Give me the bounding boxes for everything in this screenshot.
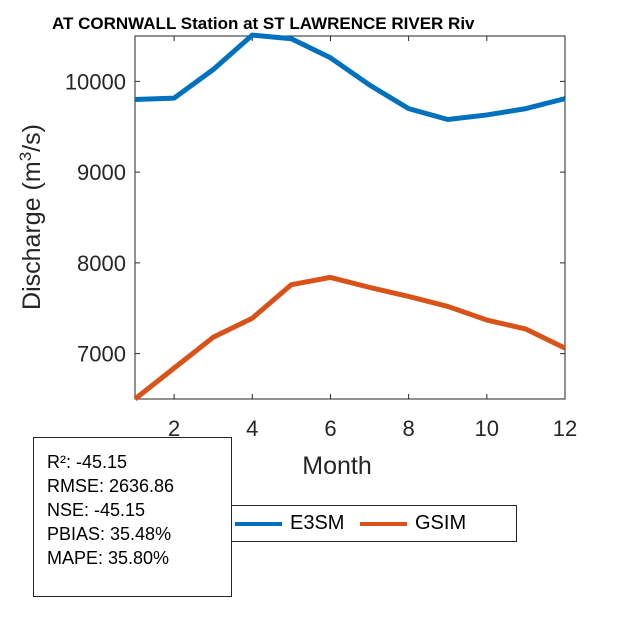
legend: E3SM GSIM (232, 505, 517, 542)
stat-pbias: PBIAS: 35.48% (47, 524, 172, 544)
x-tick-label: 4 (246, 416, 258, 441)
stat-r2: R²: -45.15 (47, 452, 128, 472)
y-tick-label: 10000 (65, 69, 126, 94)
stat-mape: MAPE: 35.80% (47, 548, 170, 568)
x-tick-label: 10 (475, 416, 499, 441)
x-axis: 2 4 6 8 10 12 (168, 36, 577, 441)
legend-item-gsim: GSIM (360, 506, 466, 541)
y-tick-label: 9000 (77, 160, 126, 185)
x-tick-label: 2 (168, 416, 180, 441)
stat-nse: NSE: -45.15 (47, 500, 146, 520)
y-tick-label: 8000 (77, 251, 126, 276)
plot-area (134, 35, 566, 400)
legend-label-e3sm: E3SM (290, 512, 345, 534)
y-axis-label-sup: 3 (16, 152, 35, 161)
series-line-e3sm (134, 32, 566, 122)
chart-title: AT CORNWALL Station at ST LAWRENCE RIVER… (52, 14, 475, 33)
y-axis-label-main: Discharge (m (18, 161, 46, 310)
x-tick-label: 6 (324, 416, 336, 441)
legend-swatch-e3sm (235, 521, 282, 526)
legend-label-gsim: GSIM (415, 512, 467, 534)
x-tick-label: 8 (403, 416, 415, 441)
y-tick-label: 7000 (77, 342, 126, 367)
y-axis: 7000 8000 9000 10000 (65, 69, 565, 367)
y-axis-label-end: /s) (18, 124, 46, 152)
series-line-gsim (133, 274, 567, 401)
series-layer (133, 32, 567, 401)
stat-rmse: RMSE: 2636.86 (47, 476, 175, 496)
legend-swatch-gsim (360, 521, 407, 526)
y-axis-label: Discharge (m3/s) (16, 124, 46, 310)
legend-item-e3sm: E3SM (235, 506, 344, 541)
stats-box: R²: -45.15 RMSE: 2636.86 NSE: -45.15 PBI… (33, 437, 232, 597)
x-tick-label: 12 (553, 416, 577, 441)
x-axis-label: Month (302, 452, 371, 480)
plot-frame (134, 35, 566, 400)
